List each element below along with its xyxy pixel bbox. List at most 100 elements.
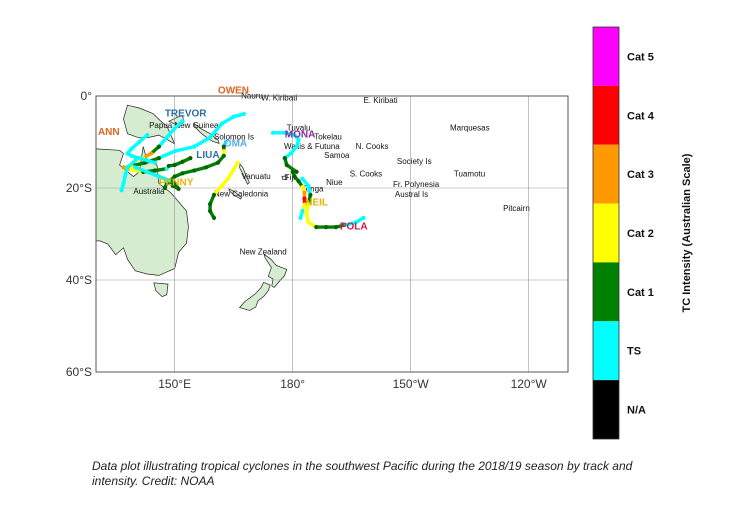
track-point — [306, 183, 311, 188]
storm-name-label: TREVOR — [165, 109, 207, 120]
track-point — [294, 169, 299, 174]
track-point — [156, 174, 162, 179]
track-point — [145, 169, 150, 174]
track-point — [207, 202, 213, 207]
place-label: Samoa — [324, 151, 350, 160]
storm-track — [270, 130, 301, 174]
colorbar-swatch — [593, 27, 619, 86]
place-label: Austral Is — [395, 190, 428, 199]
figure-caption: Data plot illustrating tropical cyclones… — [92, 459, 633, 488]
track-point — [215, 160, 221, 165]
track-point — [125, 151, 130, 156]
colorbar-swatch — [593, 262, 619, 322]
vanuatu-land — [239, 163, 250, 185]
track-point — [180, 119, 185, 124]
track-point — [221, 144, 226, 149]
track-point — [282, 156, 287, 161]
track-point — [294, 144, 299, 149]
track-point — [324, 225, 329, 230]
place-label: Pitcairn — [503, 204, 530, 213]
track-point — [207, 208, 213, 214]
track-point — [292, 174, 297, 179]
track-point — [221, 153, 226, 158]
track-point — [172, 174, 177, 179]
storm-name-label: ANN — [98, 127, 120, 138]
storm-track — [166, 156, 193, 169]
track-point — [296, 137, 301, 142]
place-label: New Zealand — [240, 248, 287, 257]
place-label: Fr. Polynesia — [393, 180, 440, 189]
track-point — [302, 190, 307, 195]
colorbar-category-label: Cat 2 — [627, 228, 654, 240]
track-point — [353, 220, 358, 225]
storm-track — [162, 139, 228, 191]
track-point — [145, 158, 150, 163]
track-segment — [145, 170, 161, 179]
colorbar-category-label: Cat 1 — [627, 287, 654, 299]
track-point — [123, 172, 128, 177]
track-point — [284, 162, 289, 168]
place-label: Society Is — [397, 157, 432, 166]
track-point — [204, 165, 209, 170]
track-point — [306, 202, 311, 207]
colorbar-swatch — [593, 203, 619, 263]
place-label: Solomon Is — [214, 133, 254, 142]
track-point — [121, 165, 126, 170]
place-label: S. Cooks — [350, 170, 382, 179]
australia-land — [95, 146, 189, 276]
track-point — [296, 179, 301, 184]
track-point — [172, 149, 177, 154]
track-segment — [129, 160, 147, 168]
track-point — [211, 192, 217, 197]
storm-tracks — [119, 111, 366, 230]
track-point — [129, 146, 134, 151]
track-point — [343, 222, 348, 227]
track-point — [119, 188, 124, 193]
place-label: Papua New Guinea — [149, 121, 219, 130]
track-point — [298, 215, 303, 220]
track-point — [172, 181, 177, 186]
track-point — [162, 185, 167, 191]
track-point — [306, 220, 311, 225]
colorbar-category-label: TS — [627, 346, 641, 358]
track-point — [302, 202, 307, 207]
track-point — [156, 144, 162, 149]
colorbar-category-label: Cat 5 — [627, 51, 654, 63]
track-point — [304, 211, 309, 216]
y-tick-label: 60°S — [66, 365, 92, 379]
storm-name-label: MONA — [285, 129, 316, 140]
place-label: New Caledonia — [214, 189, 269, 198]
storm-name-label: OWEN — [218, 86, 249, 97]
track-segment — [192, 135, 212, 149]
track-point — [152, 168, 158, 173]
track-point — [164, 179, 169, 184]
place-label: E. Kiribati — [363, 96, 397, 105]
track-point — [270, 130, 276, 135]
colorbar-frame — [592, 26, 620, 440]
track-point — [129, 167, 134, 172]
colorbar-title: TC Intensity (Australian Scale) — [681, 153, 693, 312]
intensity-colorbar: Cat 5 Cat 4 Cat 3 Cat 2 Cat 1 TS N/A TC Intensi… — [592, 26, 693, 440]
new-caledonia-land — [228, 188, 242, 200]
storm-name-label: NEIL — [305, 197, 328, 208]
track-point — [192, 168, 197, 173]
place-label: W. Kiribati — [261, 94, 297, 103]
storm-track — [207, 160, 240, 220]
solomon-is-land — [193, 122, 220, 144]
place-label: Vanuatu — [242, 172, 271, 181]
axis-tick-labels: 150°E 180° 150°W 120°W 0° 20°S 40°S 60°S — [66, 89, 548, 391]
track-point — [225, 176, 230, 181]
track-segment — [172, 144, 197, 153]
track-point — [211, 215, 217, 220]
place-label: Tuamotu — [454, 170, 485, 179]
fiji-land — [281, 175, 288, 181]
track-point — [288, 151, 293, 156]
track-point — [219, 121, 224, 126]
track-point — [133, 158, 138, 163]
place-label: Marquesas — [450, 124, 490, 133]
track-point — [300, 208, 305, 214]
track-point — [314, 225, 319, 230]
storm-track — [300, 176, 366, 230]
track-point — [129, 153, 134, 158]
